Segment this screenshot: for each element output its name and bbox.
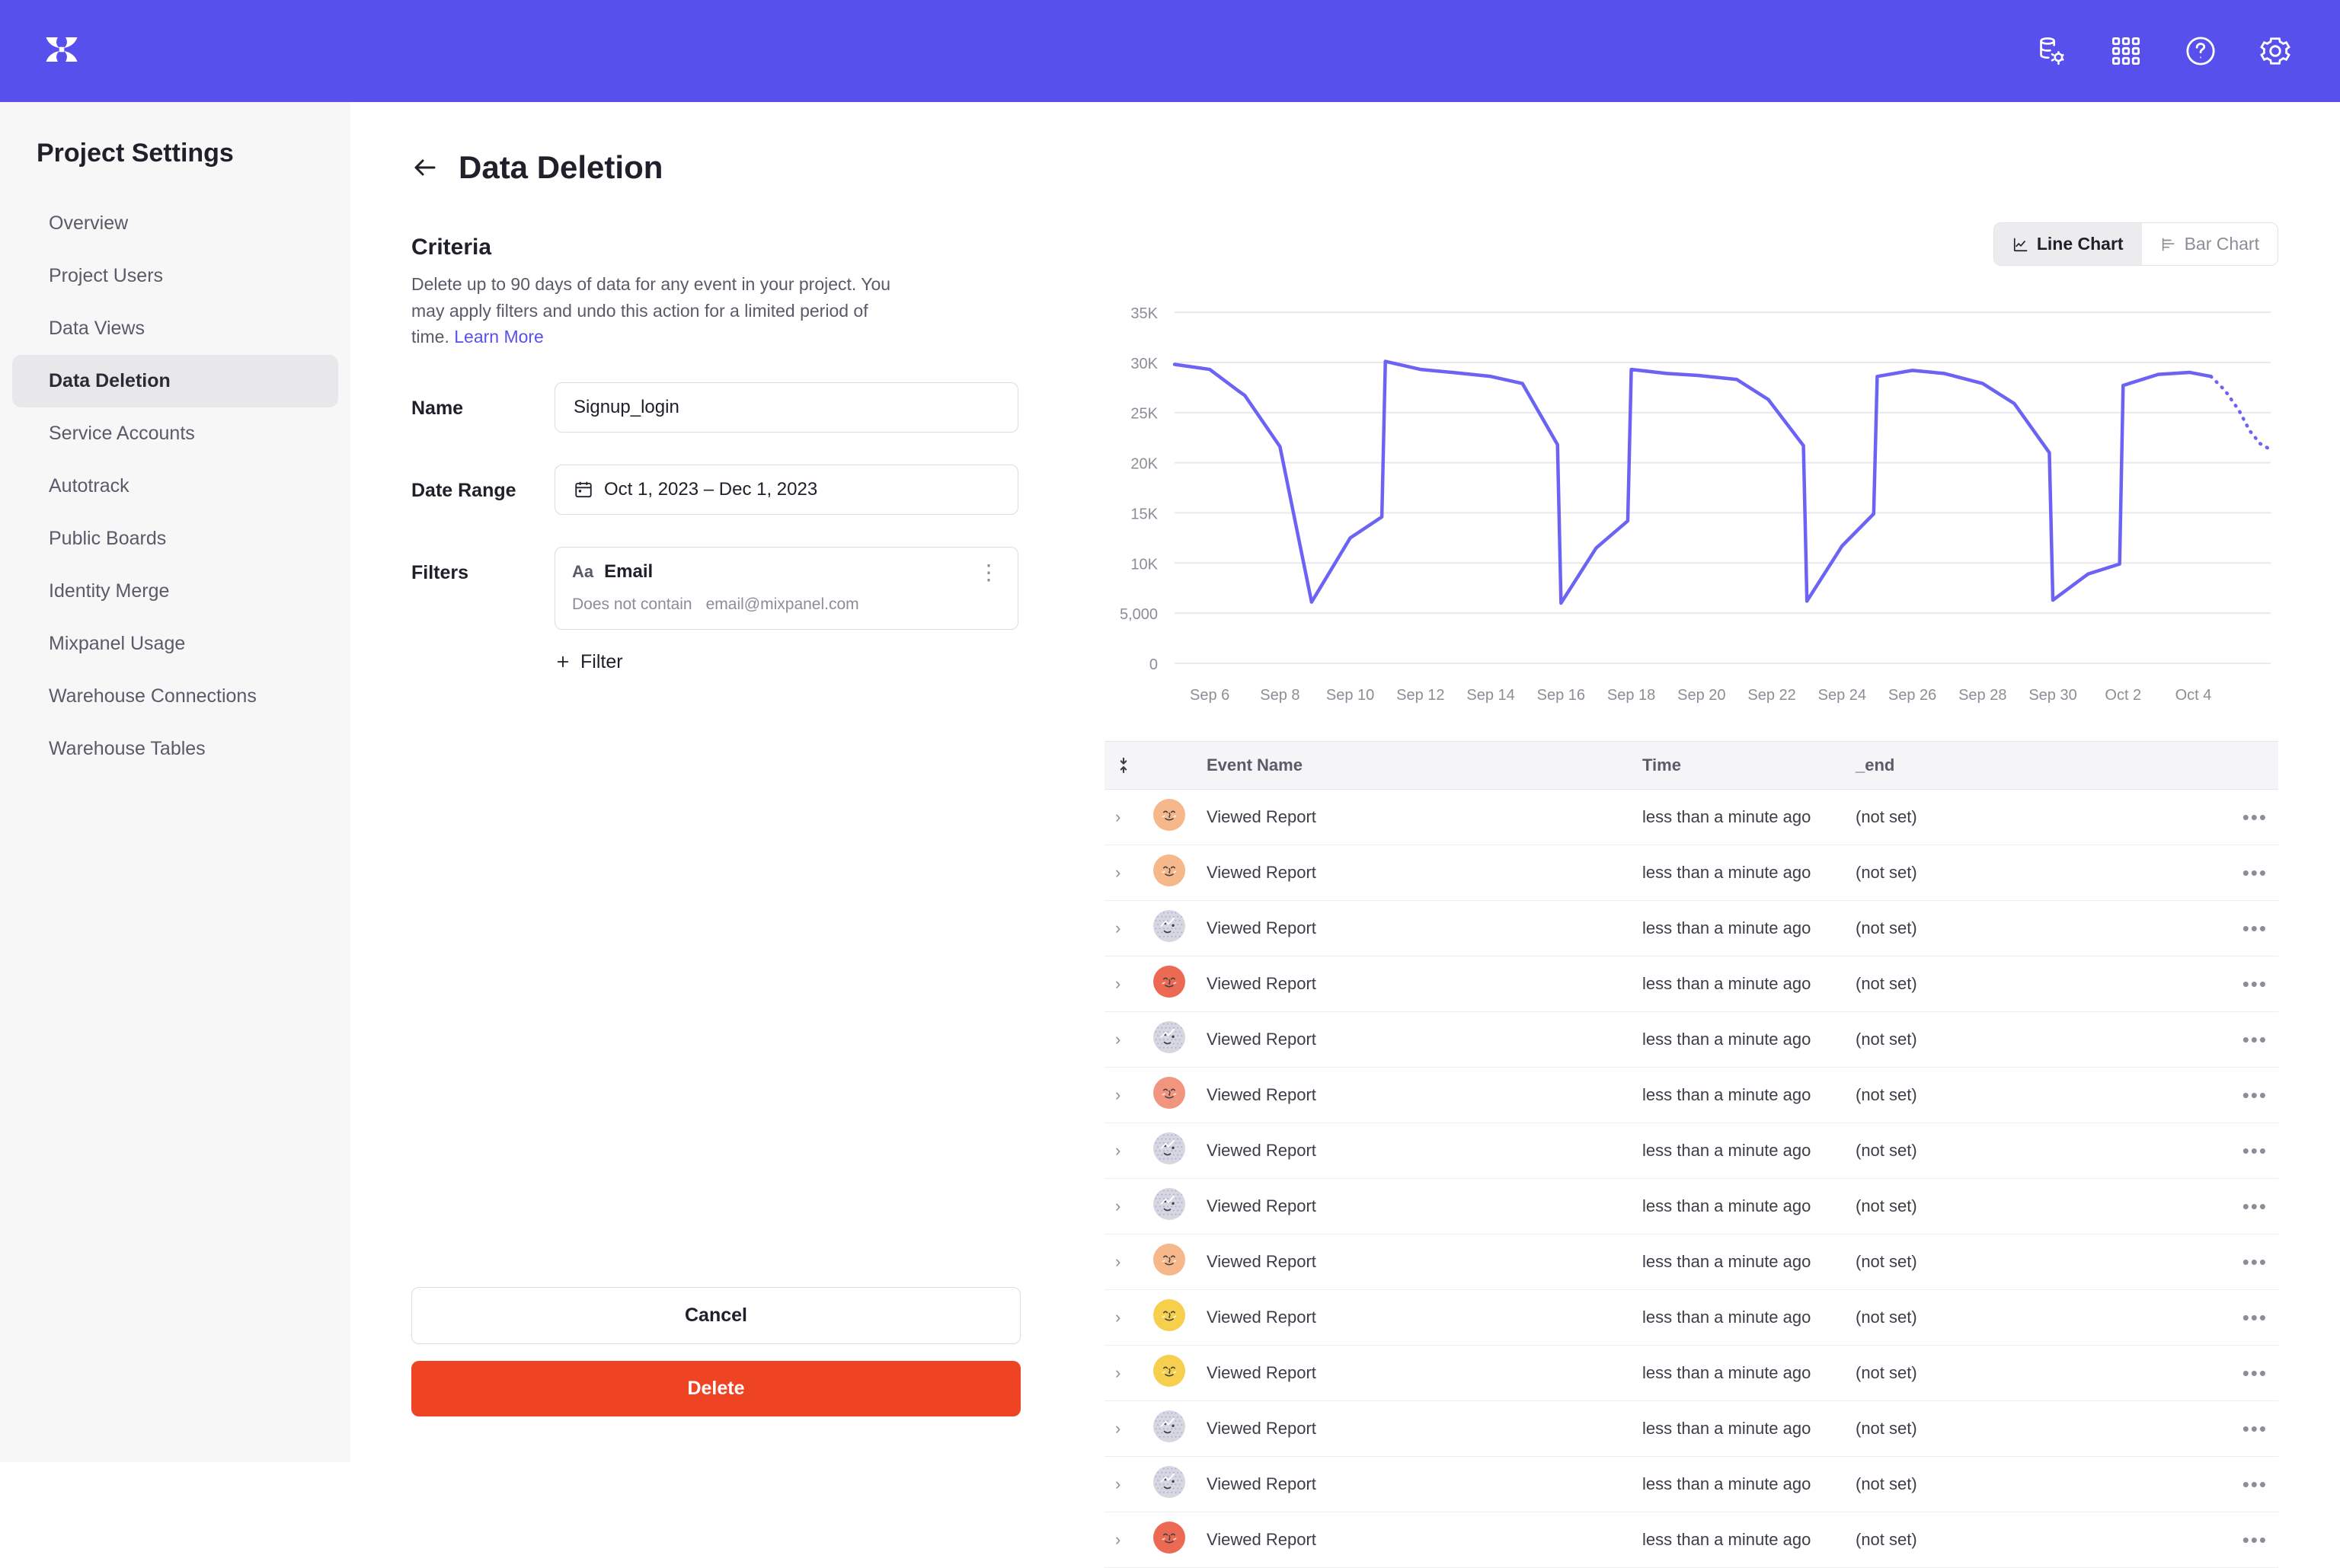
svg-text:Sep 6: Sep 6 [1190, 687, 1229, 704]
svg-text:35K: 35K [1130, 305, 1158, 322]
svg-text:5,000: 5,000 [1120, 606, 1158, 623]
svg-text:Sep 30: Sep 30 [2028, 687, 2076, 704]
svg-text:Sep 8: Sep 8 [1260, 687, 1299, 704]
svg-text:Sep 22: Sep 22 [1747, 687, 1795, 704]
svg-text:Sep 10: Sep 10 [1326, 687, 1374, 704]
svg-text:Sep 28: Sep 28 [1958, 687, 2006, 704]
svg-text:Sep 18: Sep 18 [1607, 687, 1655, 704]
svg-text:20K: 20K [1130, 456, 1158, 473]
svg-text:Sep 20: Sep 20 [1677, 687, 1725, 704]
svg-text:Oct 2: Oct 2 [2105, 687, 2141, 704]
svg-text:10K: 10K [1130, 556, 1158, 573]
svg-text:25K: 25K [1130, 406, 1158, 423]
svg-text:Oct 4: Oct 4 [2175, 687, 2212, 704]
svg-text:Sep 12: Sep 12 [1396, 687, 1444, 704]
svg-text:Sep 16: Sep 16 [1537, 687, 1585, 704]
svg-text:15K: 15K [1130, 506, 1158, 522]
svg-text:Sep 14: Sep 14 [1466, 687, 1514, 704]
svg-text:Sep 26: Sep 26 [1888, 687, 1936, 704]
svg-text:0: 0 [1149, 656, 1158, 673]
svg-text:Sep 24: Sep 24 [1818, 687, 1866, 704]
svg-text:30K: 30K [1130, 356, 1158, 372]
